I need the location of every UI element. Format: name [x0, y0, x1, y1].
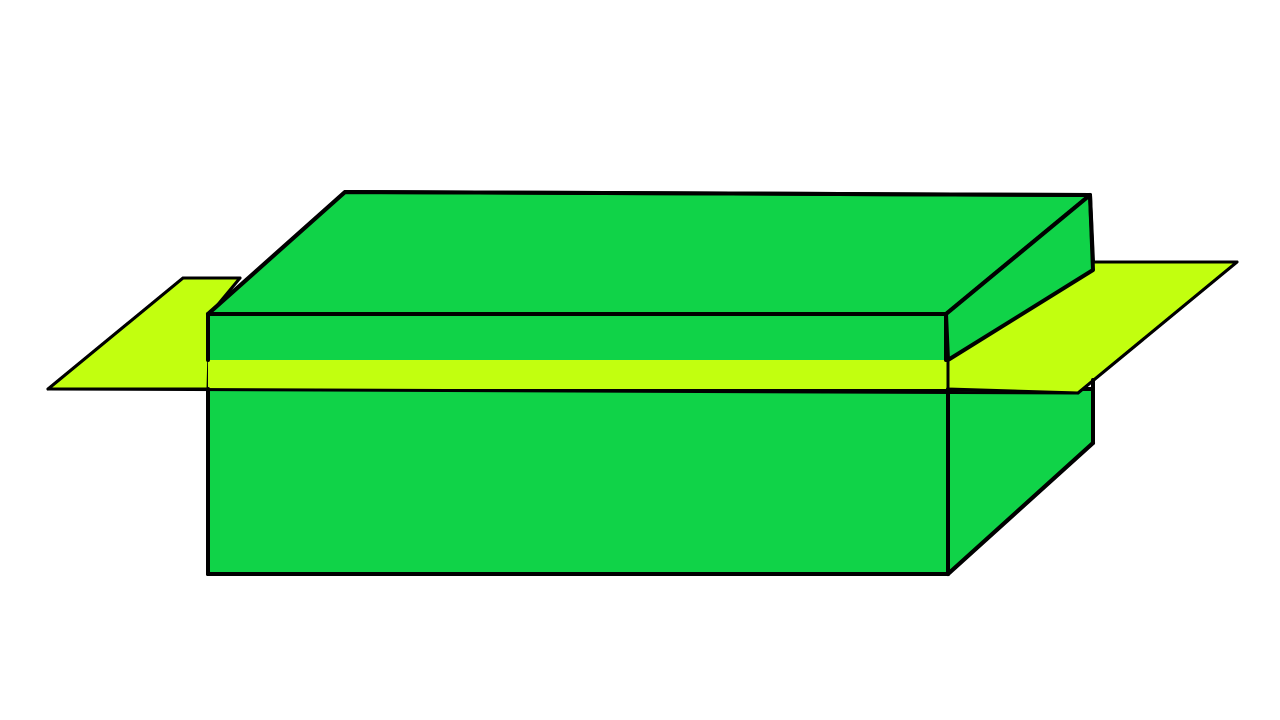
prism-front-face-lower	[206, 387, 950, 576]
prism-bottom-right-edge	[946, 441, 1095, 576]
plane-left-outline	[46, 276, 242, 391]
plane-right-outline	[1076, 260, 1239, 395]
plane-intersection-edge	[947, 269, 1094, 361]
prism-top-face	[206, 190, 1092, 316]
prism-outline-strokes	[46, 190, 1239, 576]
prism-right-face-lower	[946, 387, 1095, 576]
cutting-plane-front-band	[208, 360, 948, 389]
prism-back-right-edge	[1088, 193, 1095, 264]
prism-front-face-upper	[208, 314, 946, 360]
plane-front-edge	[46, 387, 1080, 395]
